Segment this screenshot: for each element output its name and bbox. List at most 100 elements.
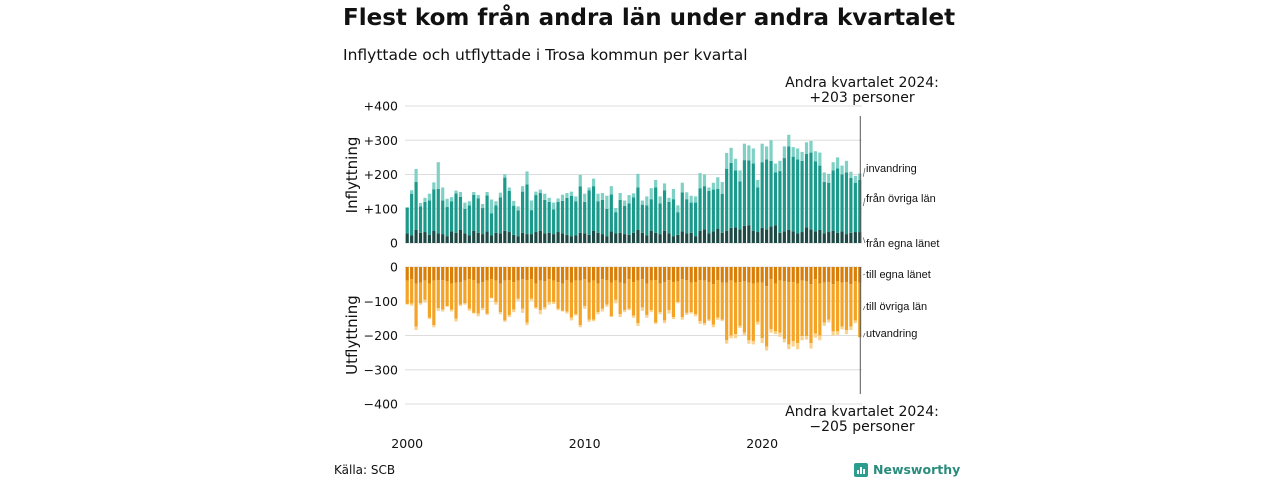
bar-out-0: [494, 267, 498, 281]
bar-in-2: [782, 146, 786, 159]
bar-in-1: [520, 191, 525, 233]
chart-axes: 0 +100 +200 +300 +400 Inflyttning 0 −100 −200 −30…: [343, 99, 861, 451]
bar-out-2: [800, 336, 804, 341]
bar-in-2: [618, 193, 622, 200]
bar-out-2: [831, 331, 835, 336]
bar-in-2: [711, 182, 715, 190]
bar-in-1: [591, 186, 596, 231]
bar-in-1: [534, 195, 538, 233]
bar-in-1: [760, 162, 764, 228]
bar-in-1: [765, 159, 769, 230]
bar-in-2: [836, 157, 840, 169]
bar-in-0: [658, 234, 662, 243]
bar-in-2: [414, 169, 418, 183]
bar-out-0: [578, 267, 582, 281]
bar-in-0: [414, 229, 418, 244]
bar-out-0: [742, 267, 747, 282]
bar-in-2: [742, 143, 747, 161]
bar-out-2: [689, 312, 693, 314]
bar-out-0: [467, 267, 471, 280]
bar-out-2: [813, 333, 818, 338]
bar-in-0: [512, 234, 516, 243]
bar-in-2: [543, 193, 547, 200]
bar-out-2: [445, 306, 449, 307]
bar-out-1: [685, 280, 689, 313]
bar-out-2: [742, 332, 747, 336]
bar-in-0: [618, 232, 622, 243]
bar-out-2: [503, 320, 507, 322]
bar-in-1: [778, 171, 782, 233]
bar-in-2: [458, 191, 463, 197]
bar-in-1: [463, 208, 467, 234]
bar-in-0: [800, 232, 804, 243]
bar-in-2: [720, 182, 724, 194]
bar-in-1: [822, 182, 826, 234]
series-label-out: till övriga län: [866, 301, 927, 313]
bar-out-0: [618, 267, 622, 283]
x-tick-label: 2020: [746, 436, 778, 451]
bar-in-1: [552, 209, 556, 235]
bar-in-0: [756, 232, 760, 243]
bar-out-0: [765, 267, 769, 287]
bar-in-1: [414, 182, 418, 230]
bar-in-2: [623, 200, 627, 207]
bar-in-0: [849, 232, 853, 243]
bar-in-0: [494, 232, 498, 243]
bar-in-1: [507, 190, 511, 233]
bar-in-1: [529, 210, 534, 235]
bar-out-0: [658, 267, 662, 284]
bar-out-0: [654, 267, 658, 281]
bar-out-0: [680, 267, 684, 280]
bar-in-1: [698, 188, 702, 231]
bar-in-0: [449, 231, 454, 243]
bar-out-2: [538, 310, 542, 315]
bar-out-2: [498, 312, 502, 315]
y-tick-label: +200: [364, 167, 398, 182]
bar-in-0: [822, 233, 826, 243]
bar-out-2: [414, 326, 418, 331]
bar-in-2: [605, 195, 609, 209]
bar-in-0: [481, 234, 485, 243]
bar-out-1: [636, 280, 640, 324]
bar-in-1: [516, 210, 520, 237]
bar-in-0: [809, 229, 813, 243]
bar-out-2: [560, 310, 565, 312]
bar-out-1: [458, 282, 463, 305]
bar-out-0: [716, 267, 720, 281]
bar-in-2: [791, 147, 795, 157]
bar-in-2: [578, 174, 582, 187]
bar-out-0: [560, 267, 565, 284]
bar-out-0: [809, 267, 813, 285]
bar-out-1: [654, 280, 658, 323]
bar-in-2: [503, 174, 507, 178]
bar-out-0: [685, 267, 689, 281]
bar-out-2: [534, 307, 538, 309]
bar-in-0: [698, 230, 702, 243]
bar-out-0: [627, 267, 631, 280]
bar-out-2: [569, 317, 573, 321]
bar-in-0: [804, 227, 809, 244]
bar-out-1: [809, 284, 813, 344]
bar-out-0: [756, 267, 760, 283]
bar-out-1: [565, 280, 569, 312]
bar-out-2: [600, 308, 605, 312]
bar-out-0: [552, 267, 556, 281]
bar-out-0: [449, 267, 454, 284]
bar-out-0: [414, 267, 418, 284]
bar-out-0: [583, 267, 587, 280]
bar-in-0: [765, 229, 769, 243]
annotation-top-line2: +203 personer: [809, 90, 915, 106]
brand-logo: Newsworthy: [854, 462, 960, 477]
bar-in-2: [654, 179, 658, 188]
bar-out-2: [782, 338, 786, 343]
x-tick-label: 2000: [391, 436, 423, 451]
bar-in-0: [813, 231, 818, 243]
bar-in-2: [707, 187, 711, 191]
bar-in-2: [822, 172, 826, 183]
bar-out-0: [791, 267, 795, 283]
bar-out-1: [449, 283, 454, 310]
bar-in-0: [751, 230, 755, 243]
bar-out-2: [649, 310, 653, 313]
bar-out-1: [818, 283, 822, 336]
